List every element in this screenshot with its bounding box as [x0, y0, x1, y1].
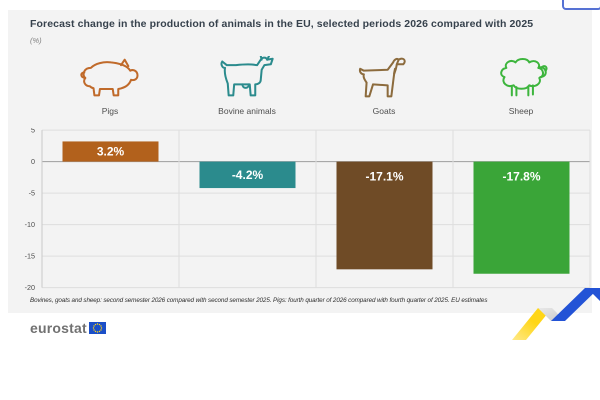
chart-footnote: Bovines, goats and sheep: second semeste… — [30, 297, 488, 304]
chart-card: Forecast change in the production of ani… — [8, 10, 592, 313]
eurostat-ribbon-graphic — [512, 288, 600, 340]
svg-text:0: 0 — [31, 157, 35, 166]
category-label: Bovine animals — [218, 106, 276, 116]
svg-text:-5: -5 — [29, 189, 35, 198]
chart-title: Forecast change in the production of ani… — [30, 18, 534, 30]
svg-text:3.2%: 3.2% — [97, 145, 125, 159]
category-label: Pigs — [101, 106, 119, 116]
category-label: Goats — [372, 106, 396, 116]
svg-text:-4.2%: -4.2% — [232, 168, 264, 182]
chart-unit-label: (%) — [30, 36, 42, 45]
eu-flag-icon — [88, 322, 106, 334]
svg-text:-17.8%: -17.8% — [502, 170, 540, 184]
category-pigs: Pigs — [45, 56, 175, 116]
bar-chart: 5 0 -5 -10 -15 -20 3.2% -4.2% -17.1% -17.8% — [25, 128, 591, 292]
svg-text:-10: -10 — [25, 220, 35, 229]
category-goats: Goats — [319, 56, 449, 116]
sheep-icon — [487, 56, 555, 100]
category-sheep: Sheep — [456, 56, 586, 116]
partial-toolbar-button[interactable] — [562, 0, 600, 10]
svg-text:-15: -15 — [25, 252, 35, 261]
svg-text:-17.1%: -17.1% — [365, 170, 403, 184]
category-bovine: Bovine animals — [182, 54, 312, 116]
category-label: Sheep — [508, 106, 534, 116]
eurostat-wordmark: eurostat — [30, 320, 87, 336]
svg-text:5: 5 — [31, 128, 35, 135]
goat-icon — [350, 56, 418, 100]
svg-text:-20: -20 — [25, 283, 35, 292]
eurostat-logo[interactable]: eurostat — [30, 320, 106, 336]
pig-icon — [76, 56, 144, 100]
cow-icon — [213, 54, 281, 100]
